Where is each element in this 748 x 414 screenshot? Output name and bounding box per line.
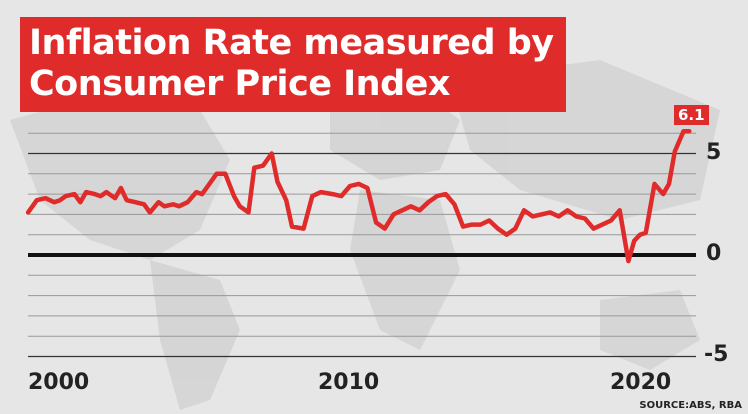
source-note: SOURCE:ABS, RBA bbox=[639, 400, 742, 411]
chart-title-box: Inflation Rate measured by Consumer Pric… bbox=[20, 17, 566, 112]
chart-title-line1: Inflation Rate measured by bbox=[29, 23, 554, 63]
y-label-0: 0 bbox=[706, 241, 722, 266]
x-label-2000: 2000 bbox=[28, 370, 90, 395]
x-label-2020: 2020 bbox=[610, 370, 672, 395]
x-label-2010: 2010 bbox=[318, 370, 380, 395]
y-label-5: 5 bbox=[706, 140, 722, 165]
y-label-minus5: -5 bbox=[704, 342, 729, 367]
chart-title-line2: Consumer Price Index bbox=[29, 64, 450, 104]
inflation-line bbox=[25, 128, 692, 264]
gridlines bbox=[28, 132, 696, 358]
latest-value-badge: 6.1 bbox=[674, 105, 709, 125]
